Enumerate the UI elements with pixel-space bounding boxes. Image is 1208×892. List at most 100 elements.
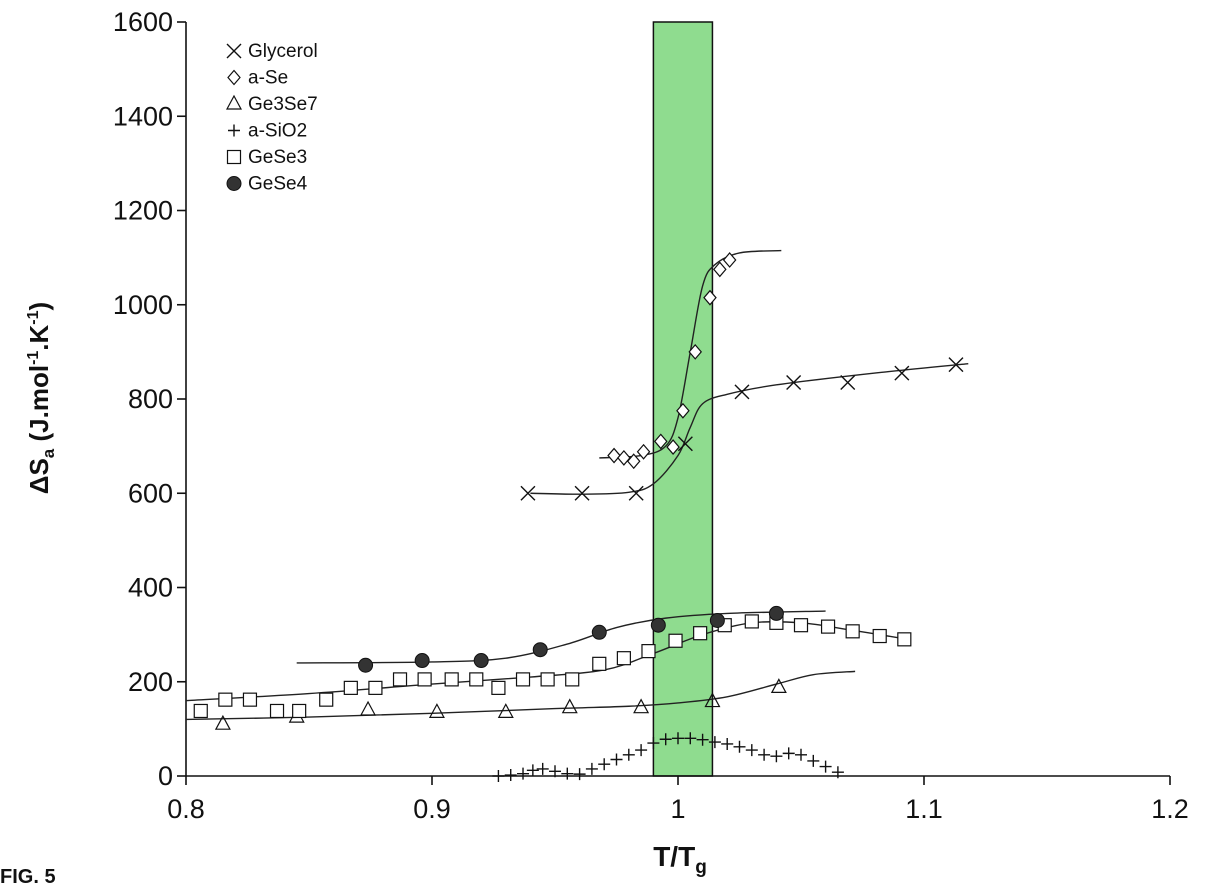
point-gese3-glyph — [693, 626, 708, 641]
point-a-sio2 — [573, 768, 586, 781]
point-gese3-glyph — [292, 703, 307, 719]
point-a-se-glyph — [722, 252, 737, 268]
point-gese4-glyph — [532, 642, 548, 658]
point-gese3 — [444, 672, 459, 687]
y-tick-label: 1600 — [113, 7, 173, 37]
axes-layer: 0 200 400 600 800 1000 1200 1400 1600 0.8 0.9 1 1.1 1… — [113, 7, 1189, 824]
legend-label-glycerol: Glycerol — [248, 41, 318, 62]
point-gese3 — [193, 703, 208, 719]
point-a-se — [636, 443, 651, 460]
y-tick-label: 200 — [128, 667, 173, 697]
y-tick-label: 1400 — [113, 101, 173, 131]
point-a-sio2-glyph — [526, 764, 539, 777]
point-glycerol-glyph — [734, 384, 750, 400]
point-gese4 — [591, 624, 607, 640]
point-a-sio2-glyph — [696, 733, 709, 746]
point-gese4 — [473, 653, 489, 669]
point-a-se — [713, 261, 727, 278]
point-a-se-glyph — [626, 453, 641, 470]
point-gese3 — [368, 680, 383, 695]
point-glycerol — [948, 357, 964, 373]
point-a-sio2 — [758, 748, 771, 761]
point-gese3 — [845, 624, 860, 639]
point-gese3 — [242, 692, 258, 707]
point-ge3se7 — [428, 703, 445, 718]
y-axis-title: ΔSa (J.mol-1.K-1) — [24, 302, 58, 494]
point-a-sio2 — [504, 769, 517, 782]
y-tick-label: 1200 — [113, 196, 173, 226]
point-gese4 — [532, 642, 548, 658]
point-a-sio2 — [721, 737, 734, 750]
point-a-se-glyph — [713, 261, 727, 278]
point-a-sio2 — [795, 748, 807, 761]
point-a-se — [653, 433, 668, 450]
point-gese3 — [793, 618, 809, 633]
point-ge3se7-glyph — [497, 703, 514, 718]
point-gese3-glyph — [872, 628, 887, 644]
point-a-sio2 — [492, 770, 505, 782]
point-a-sio2 — [659, 733, 672, 746]
markers-layer — [193, 252, 964, 782]
point-a-sio2-glyph — [610, 753, 623, 766]
highlight-band-layer — [652, 21, 714, 777]
point-gese3-glyph — [845, 624, 860, 639]
point-a-sio2 — [733, 740, 746, 753]
point-a-sio2-glyph — [598, 758, 611, 771]
point-a-se-glyph — [703, 289, 717, 306]
point-a-se — [722, 252, 737, 268]
x-tick-label: 0.9 — [413, 794, 451, 824]
point-ge3se7-glyph — [360, 700, 377, 716]
point-a-sio2-glyph — [795, 748, 807, 761]
fit-curves-layer — [185, 249, 969, 721]
point-glycerol-glyph — [786, 375, 802, 391]
point-gese3-glyph — [897, 632, 912, 647]
legend-entry-gese3: GeSe3 — [226, 147, 307, 168]
point-glycerol-glyph — [628, 485, 644, 501]
point-a-sio2 — [696, 733, 709, 746]
point-ge3se7-glyph — [770, 678, 787, 694]
point-a-sio2-glyph — [492, 770, 505, 782]
point-glycerol — [574, 485, 590, 501]
point-a-sio2 — [598, 758, 611, 771]
point-a-sio2-glyph — [745, 744, 758, 757]
point-a-sio2-glyph — [807, 754, 820, 767]
legend-marker-ge3se7 — [225, 94, 243, 110]
point-a-sio2 — [745, 744, 758, 757]
point-glycerol — [628, 485, 644, 501]
point-a-se-glyph — [607, 447, 621, 464]
point-a-sio2 — [708, 736, 721, 749]
point-gese3 — [540, 672, 555, 687]
y-tick-label: 800 — [128, 384, 173, 414]
point-ge3se7-glyph — [214, 714, 231, 730]
point-a-sio2-glyph — [647, 737, 660, 750]
point-a-se — [666, 439, 680, 455]
point-gese3 — [269, 703, 285, 719]
point-a-sio2-glyph — [684, 732, 697, 745]
figure-caption: FIG. 5 — [0, 866, 56, 888]
point-glycerol — [734, 384, 750, 400]
point-gese3-glyph — [368, 680, 383, 695]
point-glycerol-glyph — [574, 485, 590, 501]
point-a-sio2 — [635, 744, 648, 757]
point-glycerol-glyph — [840, 375, 856, 391]
point-glycerol — [840, 375, 856, 391]
point-a-se-glyph — [666, 439, 680, 455]
point-gese3-glyph — [793, 618, 809, 633]
legend-label-a-se: a-Se — [248, 68, 288, 89]
point-a-sio2 — [622, 748, 635, 761]
point-a-sio2-glyph — [659, 733, 672, 746]
point-ge3se7 — [214, 714, 231, 730]
highlight-band — [652, 21, 714, 777]
point-a-sio2-glyph — [721, 737, 734, 750]
point-a-sio2 — [585, 762, 598, 775]
point-glycerol-glyph — [677, 436, 693, 452]
point-a-sio2-glyph — [733, 740, 746, 753]
point-a-sio2-glyph — [573, 768, 586, 781]
point-ge3se7 — [360, 700, 377, 716]
legend-marker-gese3-glyph — [226, 149, 242, 165]
point-a-sio2-glyph — [770, 750, 783, 763]
point-a-se — [607, 447, 621, 464]
legend-marker-a-se — [227, 69, 241, 86]
fit-curve-glycerol — [530, 362, 969, 495]
y-tick-label: 600 — [128, 478, 173, 508]
